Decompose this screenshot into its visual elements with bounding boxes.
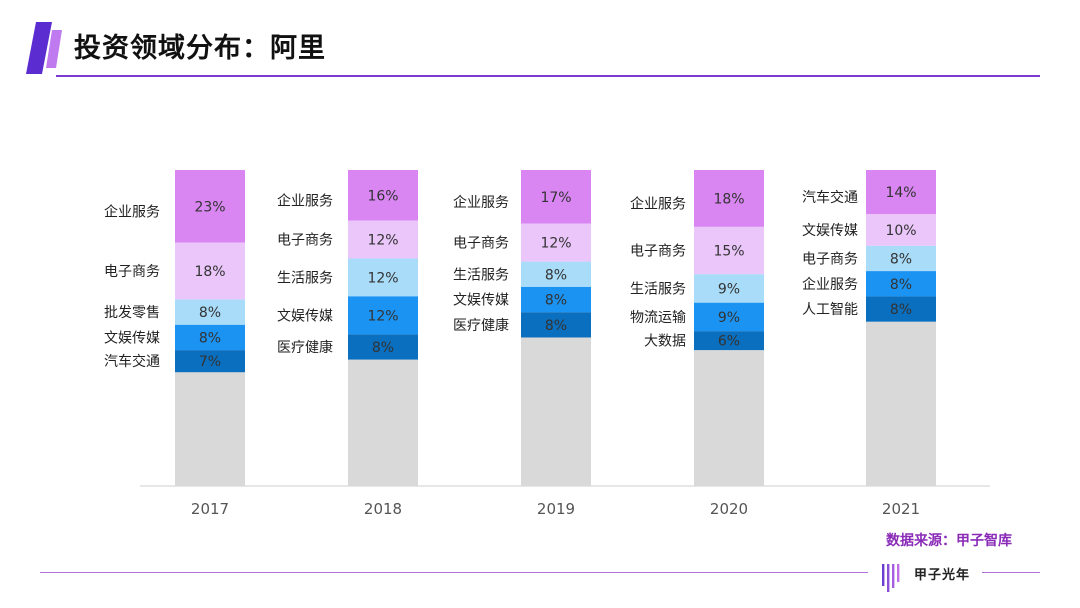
bar-segment-2017-1 xyxy=(175,170,245,243)
x-tick-label-2017: 2017 xyxy=(191,500,229,518)
data-label-2020-5: 6% xyxy=(718,334,740,350)
footer-logo: 甲子光年 xyxy=(880,560,980,598)
segment-label-2021-1: 汽车交通 xyxy=(802,189,858,206)
bar-segment-2021-2 xyxy=(866,214,936,246)
data-label-2017-4: 8% xyxy=(199,330,221,346)
x-tick-label-2019: 2019 xyxy=(537,500,575,518)
segment-label-2017-3: 批发零售 xyxy=(104,305,160,321)
bar-segment-2019-4 xyxy=(521,286,591,313)
data-label-2019-3: 8% xyxy=(545,267,567,283)
bar-segment-2021-1 xyxy=(866,170,936,215)
bar-segment-2020-2 xyxy=(694,226,764,275)
bar-segment-other-2018 xyxy=(348,359,418,486)
bar-segment-2018-1 xyxy=(348,170,418,221)
data-label-2021-3: 8% xyxy=(890,251,912,267)
x-tick-label-2018: 2018 xyxy=(364,500,402,518)
segment-label-2019-1: 企业服务 xyxy=(453,194,509,211)
bar-segment-2021-4 xyxy=(866,271,936,297)
segment-label-2020-2: 电子商务 xyxy=(630,244,686,260)
data-label-2017-1: 23% xyxy=(194,199,225,215)
bar-segment-2017-3 xyxy=(175,299,245,325)
data-label-2017-5: 7% xyxy=(199,354,221,370)
bar-segment-2021-3 xyxy=(866,245,936,272)
footer-logo-text: 甲子光年 xyxy=(914,568,971,583)
bar-segment-2021-5 xyxy=(866,296,936,322)
segment-label-2021-2: 文娱传媒 xyxy=(802,223,858,239)
data-source-note: 数据来源：甲子智库 xyxy=(886,533,1012,549)
data-label-2018-4: 12% xyxy=(367,308,398,324)
title-divider xyxy=(56,75,1040,77)
data-label-2020-4: 9% xyxy=(718,310,740,326)
segment-label-2018-5: 医疗健康 xyxy=(277,339,333,356)
segment-label-2020-1: 企业服务 xyxy=(630,195,686,212)
segment-label-2018-2: 电子商务 xyxy=(277,233,333,249)
segment-label-2017-2: 电子商务 xyxy=(104,264,160,280)
data-label-2018-3: 12% xyxy=(367,270,398,286)
data-label-2019-4: 8% xyxy=(545,293,567,309)
stacked-bar-chart: 23%18%8%8%7%企业服务电子商务批发零售文娱传媒汽车交通201716%1… xyxy=(104,170,990,518)
page-title: 投资领域分布：阿里 xyxy=(74,33,326,64)
bar-segment-other-2021 xyxy=(866,321,936,486)
segment-label-2018-3: 生活服务 xyxy=(277,270,333,286)
title-accent-bar xyxy=(26,22,62,74)
segment-label-2018-1: 企业服务 xyxy=(277,192,333,209)
bar-segment-other-2020 xyxy=(694,350,764,486)
bar-segment-2017-5 xyxy=(175,350,245,373)
bar-segment-2020-1 xyxy=(694,170,764,227)
segment-label-2021-5: 人工智能 xyxy=(802,302,858,318)
bar-segment-2019-2 xyxy=(521,223,591,262)
bar-segment-other-2017 xyxy=(175,372,245,486)
bar-segment-other-2019 xyxy=(521,337,591,486)
segment-label-2021-3: 电子商务 xyxy=(802,251,858,267)
bar-segment-2020-5 xyxy=(694,331,764,351)
data-label-2017-3: 8% xyxy=(199,305,221,321)
segment-label-2017-4: 文娱传媒 xyxy=(104,330,160,346)
segment-label-2019-2: 电子商务 xyxy=(453,236,509,252)
data-label-2018-2: 12% xyxy=(367,233,398,249)
bar-segment-2019-3 xyxy=(521,261,591,287)
x-tick-label-2020: 2020 xyxy=(710,500,748,518)
bar-segment-2018-2 xyxy=(348,220,418,259)
bar-segment-2018-3 xyxy=(348,258,418,297)
data-label-2021-4: 8% xyxy=(890,277,912,293)
bar-segment-2017-4 xyxy=(175,324,245,351)
segment-label-2017-1: 企业服务 xyxy=(104,203,160,220)
segment-label-2019-5: 医疗健康 xyxy=(453,317,509,334)
data-label-2020-1: 18% xyxy=(713,191,744,207)
data-label-2019-2: 12% xyxy=(540,236,571,252)
segment-label-2021-4: 企业服务 xyxy=(802,276,858,293)
segment-label-2020-3: 生活服务 xyxy=(630,282,686,298)
data-label-2021-2: 10% xyxy=(885,223,916,239)
bar-segment-2019-1 xyxy=(521,170,591,224)
segment-label-2019-4: 文娱传媒 xyxy=(453,293,509,309)
bar-segment-2017-2 xyxy=(175,242,245,300)
footer-divider xyxy=(40,572,868,573)
data-label-2021-1: 14% xyxy=(885,185,916,201)
footer-divider-right xyxy=(982,572,1040,573)
bar-segment-2020-4 xyxy=(694,302,764,332)
brand-logo-icon xyxy=(882,564,900,592)
bar-segment-2018-5 xyxy=(348,334,418,360)
data-label-2018-5: 8% xyxy=(372,340,394,356)
data-label-2019-1: 17% xyxy=(540,190,571,206)
segment-label-2017-5: 汽车交通 xyxy=(104,353,160,370)
bar-segment-2020-3 xyxy=(694,274,764,303)
data-label-2019-5: 8% xyxy=(545,318,567,334)
segment-label-2020-5: 大数据 xyxy=(644,334,686,350)
data-label-2020-2: 15% xyxy=(713,244,744,260)
data-label-2020-3: 9% xyxy=(718,282,740,298)
bar-segment-2018-4 xyxy=(348,296,418,335)
segment-label-2018-4: 文娱传媒 xyxy=(277,308,333,324)
x-tick-label-2021: 2021 xyxy=(882,500,920,518)
data-label-2018-1: 16% xyxy=(367,188,398,204)
data-label-2021-5: 8% xyxy=(890,302,912,318)
data-label-2017-2: 18% xyxy=(194,264,225,280)
segment-label-2020-4: 物流运输 xyxy=(630,310,686,326)
bar-segment-2019-5 xyxy=(521,312,591,338)
segment-label-2019-3: 生活服务 xyxy=(453,267,509,283)
